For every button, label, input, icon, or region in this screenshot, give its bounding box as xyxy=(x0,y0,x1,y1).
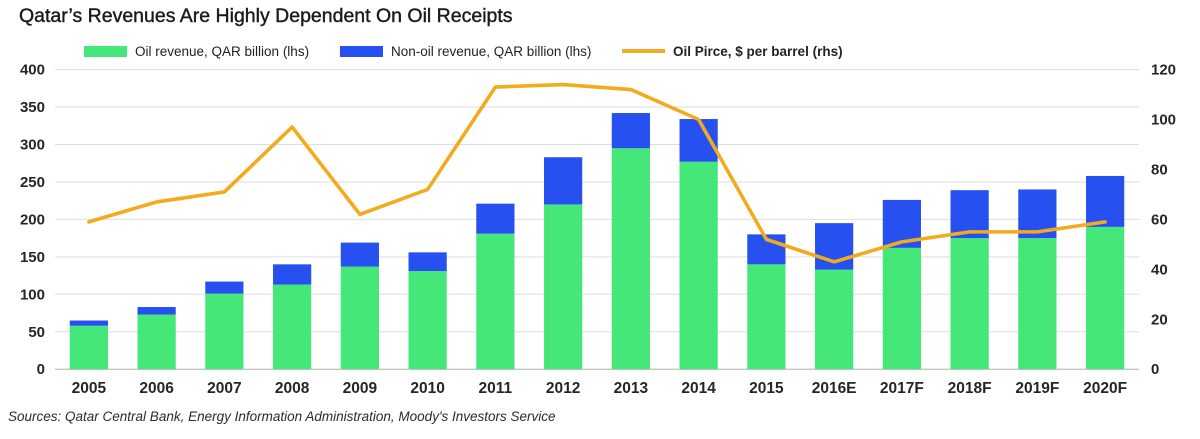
svg-text:2009: 2009 xyxy=(343,380,378,397)
svg-text:120: 120 xyxy=(1151,62,1176,79)
svg-text:2016E: 2016E xyxy=(812,380,857,397)
svg-text:250: 250 xyxy=(20,174,45,191)
svg-text:50: 50 xyxy=(28,324,45,341)
svg-text:0: 0 xyxy=(1151,361,1159,378)
svg-text:350: 350 xyxy=(20,99,45,116)
svg-text:40: 40 xyxy=(1151,261,1168,278)
svg-text:80: 80 xyxy=(1151,161,1168,178)
svg-text:2008: 2008 xyxy=(275,380,310,397)
svg-text:2017F: 2017F xyxy=(880,380,924,397)
svg-text:150: 150 xyxy=(20,249,45,266)
svg-text:2013: 2013 xyxy=(614,380,649,397)
svg-text:100: 100 xyxy=(1151,112,1176,129)
svg-text:0: 0 xyxy=(37,361,45,378)
svg-text:100: 100 xyxy=(20,286,45,303)
svg-text:2015: 2015 xyxy=(749,380,784,397)
svg-text:300: 300 xyxy=(20,137,45,154)
svg-text:2011: 2011 xyxy=(479,380,513,397)
svg-text:2014: 2014 xyxy=(681,380,716,397)
svg-text:200: 200 xyxy=(20,211,45,228)
svg-text:2020F: 2020F xyxy=(1083,380,1127,397)
svg-text:2012: 2012 xyxy=(546,380,580,397)
svg-text:2010: 2010 xyxy=(410,380,444,397)
svg-text:2007: 2007 xyxy=(207,380,241,397)
svg-text:20: 20 xyxy=(1151,311,1168,328)
svg-text:2018F: 2018F xyxy=(948,380,992,397)
svg-text:2005: 2005 xyxy=(72,380,107,397)
svg-text:400: 400 xyxy=(20,62,45,79)
svg-text:2006: 2006 xyxy=(139,380,174,397)
svg-text:60: 60 xyxy=(1151,211,1168,228)
svg-text:2019F: 2019F xyxy=(1015,380,1059,397)
